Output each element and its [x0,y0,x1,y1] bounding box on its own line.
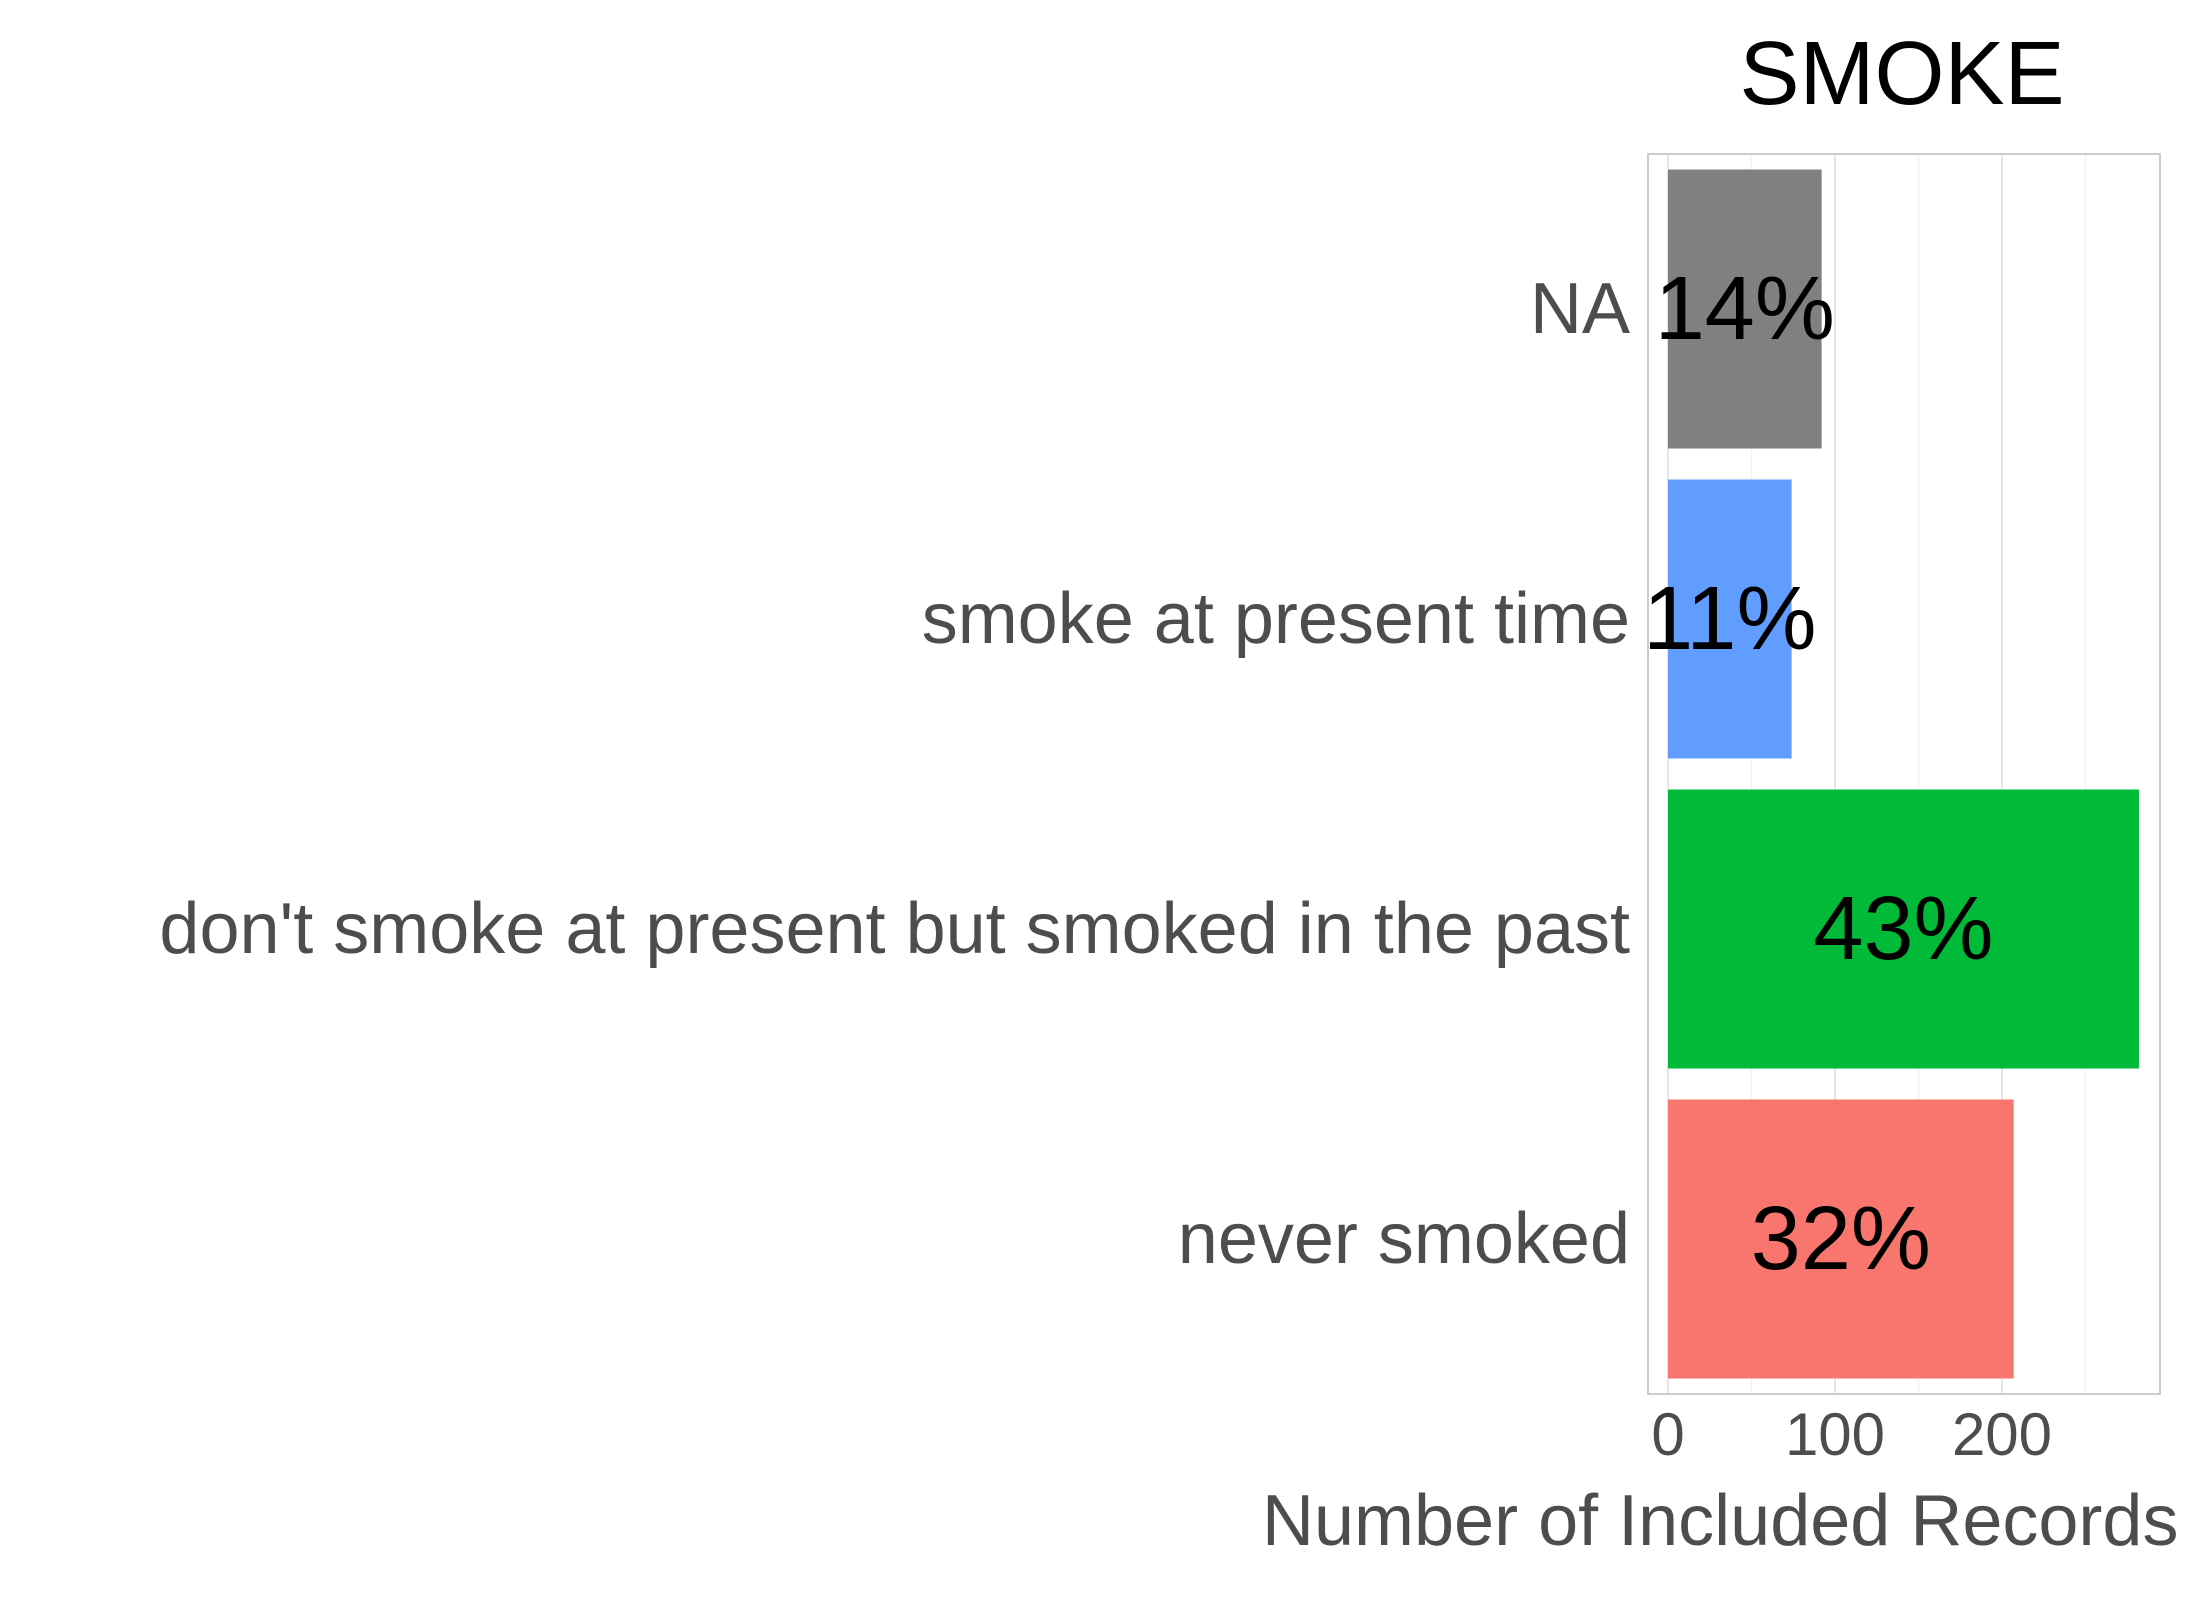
x-axis-title: Number of Included Records [1262,1481,2178,1561]
x-tick-label: 200 [1952,1401,2052,1468]
x-tick-label: 0 [1651,1401,1684,1468]
percent-label: 14% [1655,259,1835,359]
percent-label: 43% [1813,879,1993,979]
category-label: smoke at present time [922,579,1630,659]
panel-border [1647,153,2161,1395]
percent-label: 11% [1643,569,1816,669]
percent-label: 32% [1751,1189,1931,1289]
bar [1668,789,2139,1069]
bar [1668,169,1822,449]
x-tick-labels: 0 100 200 [1651,1401,2052,1468]
category-label: don't smoke at present but smoked in the… [159,889,1630,969]
chart-title: SMOKE [1739,24,2064,124]
category-label: NA [1530,269,1630,349]
bar [1668,1099,2014,1379]
category-labels: NA smoke at present time don't smoke at pr… [159,269,1630,1279]
percent-labels: 14% 11% 43% 32% [1643,259,1993,1289]
category-label: never smoked [1178,1199,1630,1279]
x-tick-label: 100 [1785,1401,1885,1468]
bars [1668,169,2139,1379]
bar [1668,479,1792,759]
